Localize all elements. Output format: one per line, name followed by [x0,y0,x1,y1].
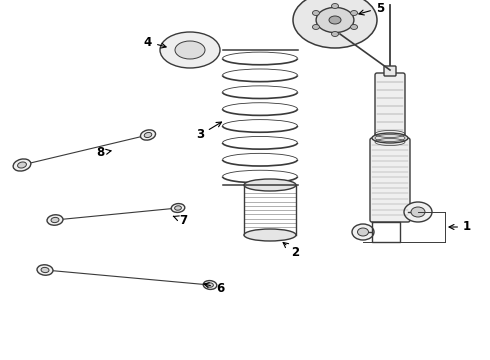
Ellipse shape [244,229,296,241]
Ellipse shape [350,10,358,15]
Ellipse shape [358,228,368,236]
Ellipse shape [329,16,341,24]
FancyBboxPatch shape [370,138,410,222]
Ellipse shape [18,162,26,168]
Ellipse shape [316,8,354,33]
Text: 7: 7 [173,213,187,226]
Ellipse shape [144,132,152,138]
Ellipse shape [174,206,181,210]
Ellipse shape [332,31,339,36]
Text: 2: 2 [283,243,299,258]
Ellipse shape [411,207,425,217]
Ellipse shape [244,179,296,191]
Ellipse shape [37,265,53,275]
Ellipse shape [313,24,319,30]
FancyBboxPatch shape [384,66,396,76]
Ellipse shape [404,202,432,222]
Text: 1: 1 [449,220,471,234]
FancyBboxPatch shape [375,73,405,137]
Text: 4: 4 [144,36,166,49]
Text: 3: 3 [196,122,221,141]
Ellipse shape [41,267,49,273]
Ellipse shape [203,280,217,289]
Ellipse shape [313,10,319,15]
Text: 5: 5 [359,1,384,15]
Ellipse shape [175,41,205,59]
Ellipse shape [47,215,63,225]
Ellipse shape [13,159,31,171]
Ellipse shape [293,0,377,48]
Ellipse shape [352,224,374,240]
Ellipse shape [171,203,185,212]
Ellipse shape [51,217,59,222]
Ellipse shape [160,32,220,68]
Ellipse shape [141,130,155,140]
Ellipse shape [332,4,339,9]
Ellipse shape [372,133,408,143]
Ellipse shape [207,283,213,287]
Text: 6: 6 [204,282,224,294]
Text: 8: 8 [96,147,111,159]
Ellipse shape [350,24,358,30]
